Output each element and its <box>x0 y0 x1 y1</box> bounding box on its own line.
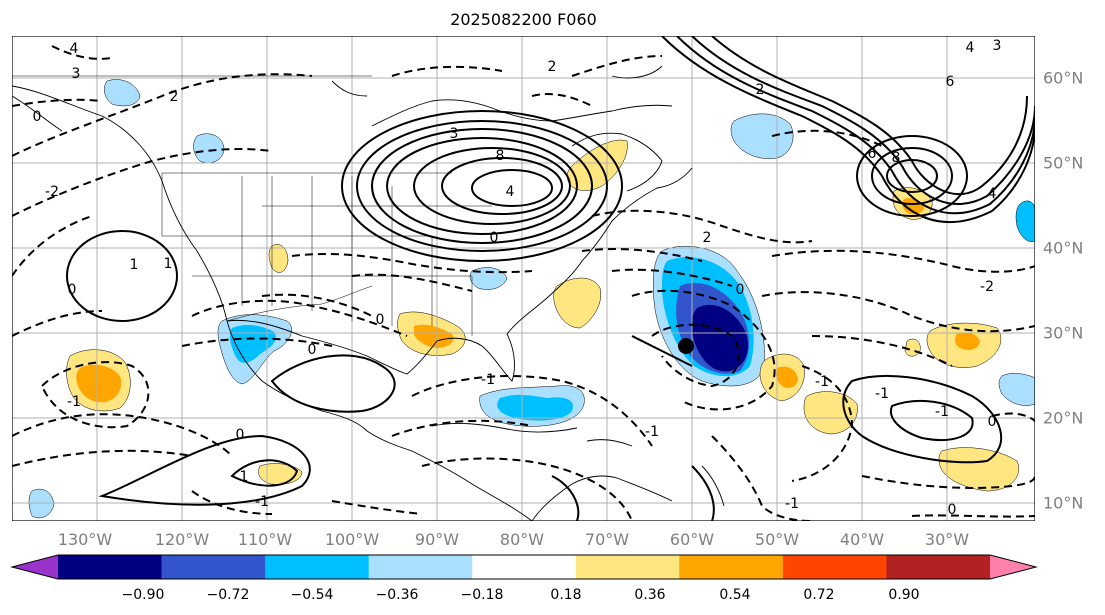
shade-pos-hatteras <box>553 277 602 329</box>
colorbar-cell <box>58 555 163 579</box>
lon-label: 70°W <box>584 530 630 549</box>
colorbar-cell <box>265 555 370 579</box>
colorbar-extend-high <box>990 555 1036 579</box>
contour-label: -1 <box>67 394 81 410</box>
contour-label: 8 <box>496 148 505 164</box>
colorbar-extend-low <box>12 555 58 579</box>
contour-label: 4 <box>506 184 515 200</box>
colorbar-label: 0.54 <box>719 587 751 603</box>
map-plot: 4 3 2 0 1 -1 -2 3 2 0 4 4 2 3 6 8 8 6 4 … <box>12 36 1035 521</box>
contour-label: 1 <box>164 256 173 272</box>
contour-lines <box>12 36 1035 521</box>
storm-center-marker <box>678 338 694 354</box>
lon-label: 40°W <box>839 530 885 549</box>
colorbar-label: 0.36 <box>634 587 666 603</box>
contour-label: 1 <box>240 469 249 485</box>
shade-pos-pacific-core <box>76 364 122 403</box>
contour-label: -1 <box>645 424 659 440</box>
colorbar-cell <box>368 555 473 579</box>
contour-label: 4 <box>988 186 997 202</box>
colorbar-cell <box>679 555 784 579</box>
contour-label: 4 <box>966 40 975 56</box>
lon-label: 90°W <box>414 530 460 549</box>
lon-label: 130°W <box>57 530 113 549</box>
shade-pos-mid-atl-core <box>776 366 798 388</box>
shade-neg-caribbean-core <box>497 394 573 421</box>
contour-label: 2 <box>170 89 179 105</box>
contour-label: 0 <box>308 342 317 358</box>
lat-label: 10°N <box>1043 493 1084 513</box>
shade-pos-small <box>904 338 921 357</box>
contour-label: -1 <box>255 494 269 510</box>
lon-label: 100°W <box>324 530 380 549</box>
colorbar-cell <box>472 555 577 579</box>
contour-label: -1 <box>935 404 949 420</box>
contour-label: 0 <box>33 109 42 125</box>
colorbar-label: −0.36 <box>375 587 419 603</box>
lon-label: 30°W <box>924 530 970 549</box>
lon-label: 110°W <box>237 530 293 549</box>
contour-label: 2 <box>756 82 765 98</box>
contour-label: 0 <box>68 282 77 298</box>
contour-label: 3 <box>72 66 81 82</box>
contour-label: 0 <box>736 282 745 298</box>
shade-neg-mexico-core <box>229 325 276 363</box>
lat-label: 30°N <box>1043 323 1084 343</box>
contour-labels: 4 3 2 0 1 -1 -2 3 2 0 4 4 2 3 6 8 8 6 4 … <box>33 38 1002 518</box>
contour-label: 2 <box>548 59 557 75</box>
lat-label: 50°N <box>1043 153 1084 173</box>
contour-label: 0 <box>376 312 385 328</box>
colorbar-cell <box>886 555 991 579</box>
shade-neg-bc <box>193 133 225 164</box>
shade-pos-central-atl-core <box>955 332 980 350</box>
shade-neg-atlantic-core <box>691 304 749 372</box>
contour-label: 6 <box>868 146 877 162</box>
colorbar-cell <box>575 555 680 579</box>
contour-label: 8 <box>892 150 901 166</box>
colorbar-label: −0.90 <box>121 587 165 603</box>
shade-neg-seus <box>469 267 508 290</box>
colorbar-label: −0.18 <box>460 587 504 603</box>
shade-neg-ak <box>104 79 141 107</box>
contour-label: 6 <box>946 74 955 90</box>
colorbar-label: −0.72 <box>206 587 250 603</box>
contour-label: -1 <box>785 496 799 512</box>
colorbar-label: 0.18 <box>550 587 582 603</box>
contour-label: 3 <box>450 126 459 142</box>
lat-label: 40°N <box>1043 238 1084 258</box>
contour-label: -1 <box>815 374 829 390</box>
colorbar <box>10 554 1038 580</box>
lon-label: 80°W <box>499 530 545 549</box>
contour-label: -1 <box>481 372 495 388</box>
contour-label: 1 <box>130 257 139 273</box>
contour-label: 0 <box>988 414 997 430</box>
contour-label: 3 <box>993 38 1002 54</box>
contour-label: 0 <box>236 427 245 443</box>
chart-title: 2025082200 F060 <box>450 10 597 29</box>
contour-label: -2 <box>980 279 994 295</box>
contour-label: -2 <box>45 184 59 200</box>
contour-label: -1 <box>875 386 889 402</box>
contour-label: 0 <box>948 502 957 518</box>
contour-label: 2 <box>703 230 712 246</box>
shade-pos-gulf-core <box>414 324 454 348</box>
lon-label: 50°W <box>754 530 800 549</box>
colorbar-cell <box>782 555 887 579</box>
shade-neg-east-edge <box>1015 200 1035 242</box>
colorbar-label: 0.90 <box>888 587 920 603</box>
lat-label: 60°N <box>1043 68 1084 88</box>
contour-label: 4 <box>70 41 79 57</box>
colorbar-label: 0.72 <box>803 587 835 603</box>
lon-label: 60°W <box>669 530 715 549</box>
contour-label: 0 <box>490 230 499 246</box>
colorbar-label: −0.54 <box>290 587 334 603</box>
lon-label: 120°W <box>154 530 210 549</box>
shade-neg-e-atl <box>998 373 1035 406</box>
lat-label: 20°N <box>1043 408 1084 428</box>
coastlines <box>12 65 725 521</box>
shade-neg-pac-sw <box>28 488 55 519</box>
shade-pos-plains <box>268 244 289 273</box>
colorbar-cell <box>161 555 266 579</box>
